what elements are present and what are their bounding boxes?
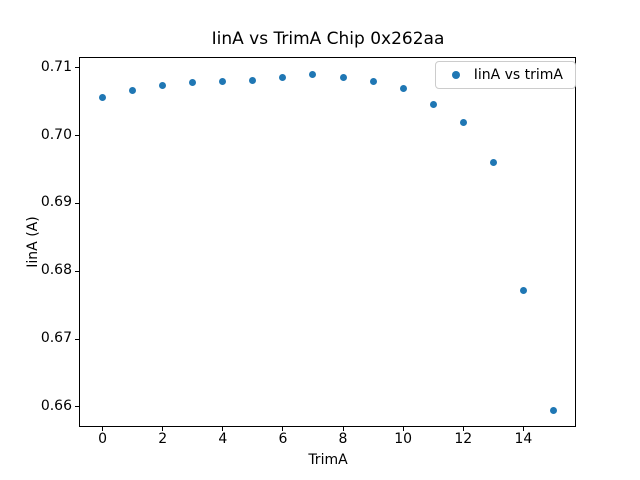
scatter-point: [339, 74, 347, 82]
legend: IinA vs trimA: [434, 61, 576, 89]
x-tick-label: 4: [218, 431, 228, 447]
scatter-point: [369, 77, 377, 85]
x-tick-label: 10: [394, 431, 413, 447]
x-tick-label: 0: [98, 431, 107, 447]
legend-label: IinA vs trimA: [473, 67, 563, 83]
x-tick-mark: [222, 427, 224, 431]
y-tick-mark: [75, 202, 79, 204]
x-tick-mark: [282, 427, 284, 431]
chart-title: IinA vs TrimA Chip 0x262aa: [211, 29, 445, 49]
x-tick-label: 2: [158, 431, 168, 447]
y-axis-label: IinA (A): [25, 216, 41, 268]
x-tick-mark: [522, 427, 524, 431]
x-tick-mark: [162, 427, 164, 431]
y-tick-label: 0.68: [40, 262, 72, 279]
x-axis-label: TrimA: [308, 452, 348, 468]
scatter-point: [309, 71, 317, 79]
x-tick-mark: [402, 427, 404, 431]
y-tick-mark: [75, 135, 79, 137]
scatter-point: [249, 77, 257, 85]
legend-marker-dot: [451, 71, 460, 79]
x-tick-mark: [102, 427, 104, 431]
plot-area: [79, 57, 576, 427]
scatter-point: [279, 73, 287, 81]
x-tick-label: 12: [454, 431, 473, 447]
scatter-point: [159, 81, 167, 89]
y-tick-label: 0.71: [40, 58, 72, 75]
x-tick-label: 8: [338, 431, 348, 447]
scatter-point: [129, 87, 137, 95]
y-tick-label: 0.69: [40, 194, 72, 211]
scatter-point: [519, 286, 527, 294]
y-tick-label: 0.67: [40, 330, 72, 347]
scatter-point: [399, 85, 407, 93]
scatter-point: [549, 406, 557, 414]
x-tick-mark: [342, 427, 344, 431]
y-tick-label: 0.66: [40, 397, 72, 414]
x-tick-label: 14: [514, 431, 533, 447]
scatter-point: [459, 119, 467, 127]
y-tick-label: 0.70: [40, 126, 72, 143]
y-tick-mark: [75, 406, 79, 408]
scatter-point: [189, 79, 197, 87]
scatter-point: [429, 100, 437, 108]
scatter-point: [99, 94, 107, 102]
scatter-point: [219, 77, 227, 85]
y-tick-mark: [75, 67, 79, 69]
y-tick-mark: [75, 338, 79, 340]
x-tick-label: 6: [278, 431, 288, 447]
y-tick-mark: [75, 270, 79, 272]
scatter-point: [489, 158, 497, 166]
x-tick-mark: [462, 427, 464, 431]
